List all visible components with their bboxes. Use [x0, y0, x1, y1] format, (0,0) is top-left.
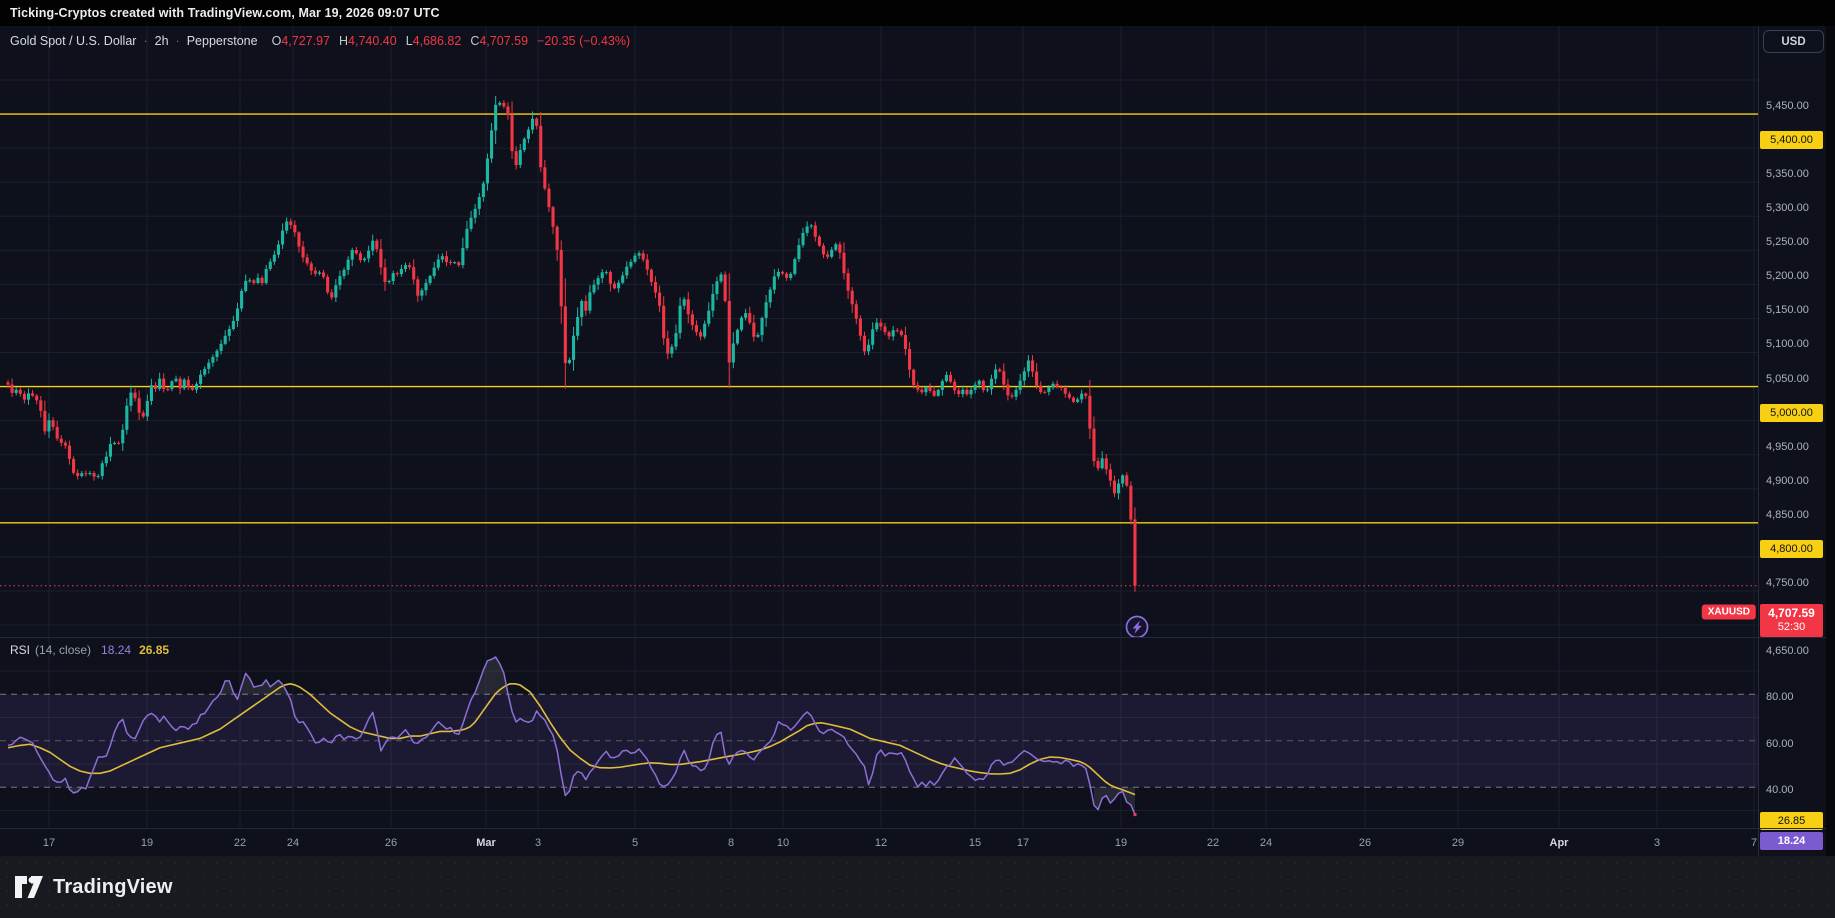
price-pane-canvas[interactable]: [0, 26, 1758, 637]
time-axis-label: 17: [1016, 837, 1030, 849]
ohlc-item: C4,707.59: [470, 34, 529, 48]
rsi-tick-label: 40.00: [1766, 784, 1794, 796]
time-axis-label: 24: [286, 837, 300, 849]
tradingview-brand-link[interactable]: TradingView: [14, 875, 173, 899]
price-tick-label: 5,200.00: [1766, 270, 1809, 283]
brand-name: TradingView: [53, 875, 173, 898]
symbol-title[interactable]: Gold Spot / U.S. Dollar: [10, 34, 137, 48]
rsi-tick-label: 80.00: [1766, 691, 1794, 703]
price-tick-label: 4,650.00: [1766, 645, 1809, 657]
time-axis-label: 26: [384, 837, 398, 849]
rsi-value-badge: 18.24: [1760, 831, 1823, 850]
rsi-value-badge: 26.85: [1760, 811, 1823, 830]
chart-root: Gold Spot / U.S. Dollar · 2h · Peppersto…: [0, 26, 1835, 856]
time-axis-label: 5: [631, 837, 639, 849]
last-price-badge: 4,707.59 52:30: [1760, 603, 1823, 637]
currency-button[interactable]: USD: [1763, 30, 1824, 53]
flash-order-icon[interactable]: [1125, 615, 1149, 638]
separator-dot: ·: [143, 34, 148, 48]
price-tick-label: 4,900.00: [1766, 474, 1809, 487]
tradingview-logo-icon: [15, 876, 43, 898]
price-tick-label: 5,250.00: [1766, 236, 1809, 249]
price-tick-label: 4,850.00: [1766, 508, 1809, 521]
ohlc-item: H4,740.40: [339, 34, 397, 48]
symbol-legend: Gold Spot / U.S. Dollar · 2h · Peppersto…: [10, 34, 630, 48]
price-tick-label: 5,100.00: [1766, 338, 1809, 351]
currency-label: USD: [1781, 35, 1806, 48]
time-axis-label: 29: [1451, 837, 1465, 849]
time-axis-label: 3: [1653, 837, 1661, 849]
time-axis-label: 10: [776, 837, 790, 849]
rsi-title[interactable]: RSI: [10, 643, 31, 657]
time-axis-label: 24: [1259, 837, 1273, 849]
time-axis-label: 3: [534, 837, 542, 849]
price-tick-label: 5,350.00: [1766, 168, 1809, 181]
price-axis[interactable]: 5,450.00 5,350.00 5,300.00 5,250.00 5,200.00…: [1758, 26, 1826, 856]
time-axis-label: 8: [727, 837, 735, 849]
bar-countdown: 52:30: [1777, 620, 1806, 633]
separator-dot: ·: [175, 34, 180, 48]
price-level-badge: 5,000.00: [1760, 403, 1823, 422]
price-tick-label: 4,950.00: [1766, 440, 1809, 453]
time-axis-label: 19: [1114, 837, 1128, 849]
rsi-ma-value: 26.85: [139, 643, 170, 657]
provider-label[interactable]: Pepperstone: [186, 34, 258, 48]
ohlc-item: L4,686.82: [405, 34, 462, 48]
pane-separator[interactable]: [0, 637, 1826, 638]
price-level-badge: 5,400.00: [1760, 131, 1823, 150]
rsi-tick-label: 60.00: [1766, 737, 1794, 750]
rsi-value: 18.24: [101, 643, 132, 657]
time-axis-label: 15: [968, 837, 982, 849]
symbol-price-tag: XAUUSD: [1701, 604, 1756, 620]
time-axis-label: 19: [140, 837, 154, 849]
ohlc-item: O4,727.97: [271, 34, 330, 48]
time-axis-label: 12: [874, 837, 888, 849]
watermark-text: Ticking-Cryptos created with TradingView…: [10, 6, 440, 20]
rsi-params: (14, close): [35, 643, 92, 657]
time-axis-label: 26: [1358, 837, 1372, 849]
time-axis-label: 22: [233, 837, 247, 849]
time-axis-label: Apr: [1549, 837, 1569, 849]
price-tick-label: 4,750.00: [1766, 576, 1809, 589]
price-tick-label: 5,150.00: [1766, 304, 1809, 317]
change-label: −20.35 (−0.43%): [537, 34, 631, 48]
rsi-legend: RSI (14, close) 18.24 26.85: [10, 643, 169, 657]
price-level-badge: 4,800.00: [1760, 539, 1823, 558]
time-axis[interactable]: 17 19 22 24 26 Mar 3 5 8 10 12 15 17 19 22 24 26 29 Apr 3 7: [0, 828, 1826, 857]
time-axis-label: 22: [1206, 837, 1220, 849]
rsi-pane-canvas[interactable]: [0, 637, 1758, 828]
price-tick-label: 5,450.00: [1766, 100, 1809, 112]
price-axis-separator: [1758, 26, 1759, 856]
time-axis-label: Mar: [476, 837, 496, 849]
last-price-value: 4,707.59: [1768, 605, 1815, 620]
ohlc-values: O4,727.97 H4,740.40 L4,686.82 C4,707.59: [272, 34, 528, 48]
price-tick-label: 5,050.00: [1766, 372, 1809, 385]
interval-label[interactable]: 2h: [154, 34, 169, 48]
brand-bar: TradingView: [0, 856, 1835, 918]
time-axis-label: 7: [1750, 837, 1758, 849]
watermark-bar: Ticking-Cryptos created with TradingView…: [0, 0, 1835, 26]
price-tick-label: 5,300.00: [1766, 202, 1809, 215]
time-axis-label: 17: [42, 837, 56, 849]
right-edge-strip: [1826, 26, 1835, 856]
